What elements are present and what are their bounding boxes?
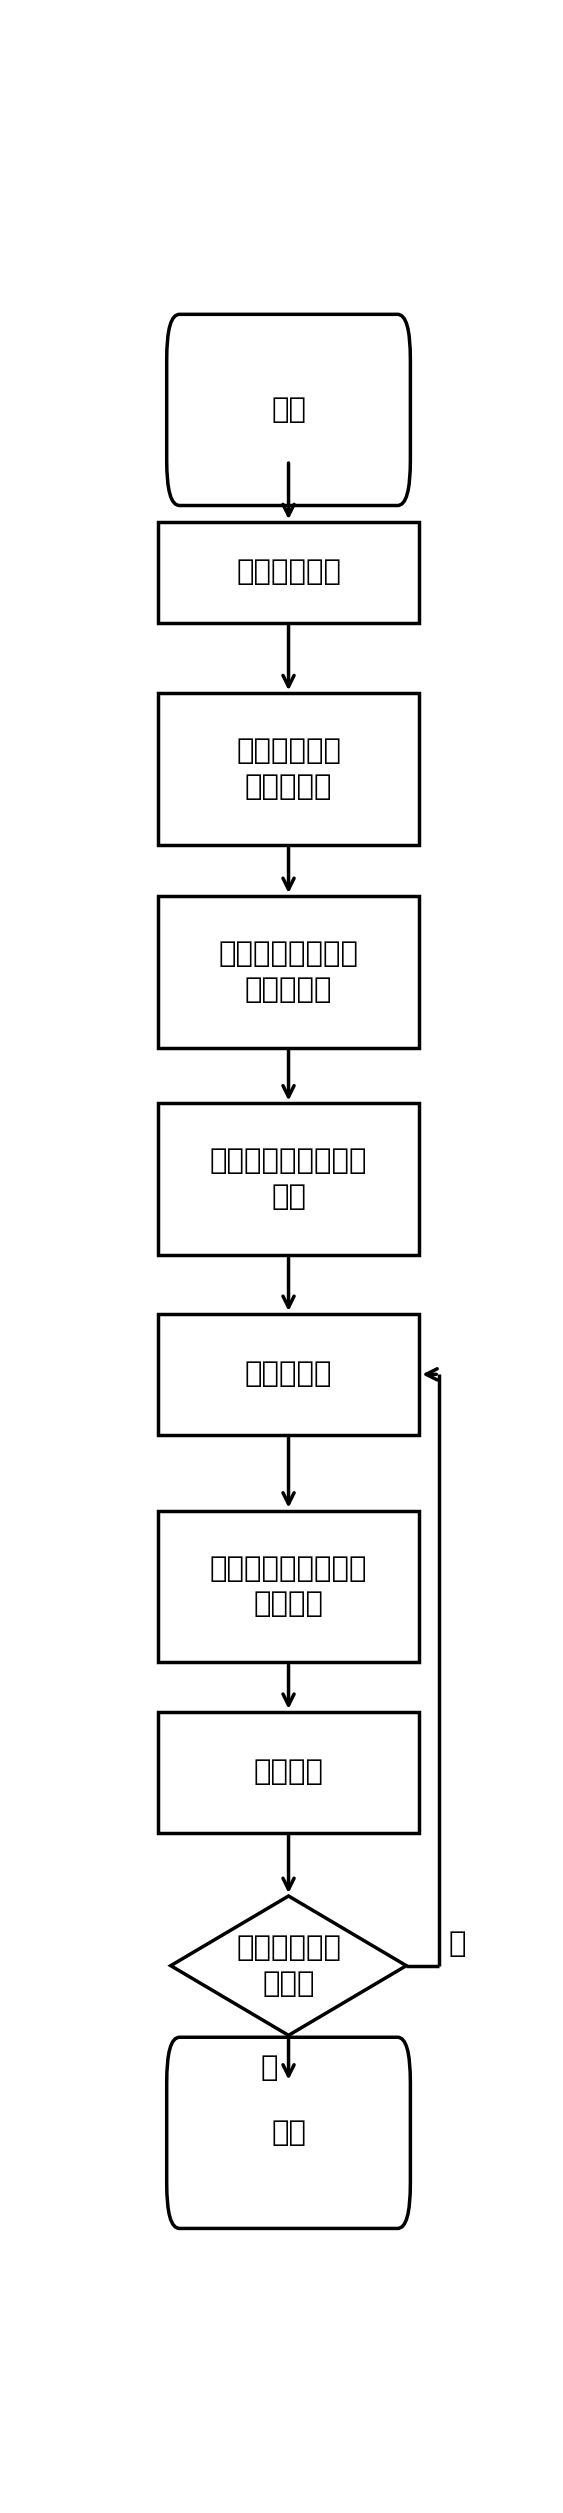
Bar	[158, 694, 419, 844]
Bar	[158, 1314, 419, 1435]
Text: 是否有新数据
输入？: 是否有新数据 输入？	[236, 1935, 341, 1998]
Bar	[158, 523, 419, 623]
Bar	[158, 897, 419, 1048]
Polygon shape	[171, 1895, 406, 2036]
Text: 建立激光雷达
的量测模型: 建立激光雷达 的量测模型	[236, 736, 341, 802]
Bar	[158, 1711, 419, 1832]
Text: 否: 否	[260, 2053, 278, 2081]
Text: 地图更新: 地图更新	[253, 1759, 324, 1787]
Text: 分布式扩展卡尔曼滤
波器滤波: 分布式扩展卡尔曼滤 波器滤波	[210, 1556, 367, 1618]
FancyBboxPatch shape	[167, 2038, 410, 2229]
Text: 建立偏振光传感器
的量测模型: 建立偏振光传感器 的量测模型	[218, 940, 359, 1003]
Text: 路标点匹配: 路标点匹配	[245, 1360, 332, 1387]
Bar	[158, 1510, 419, 1661]
Text: 系统初始化、地图初
始化: 系统初始化、地图初 始化	[210, 1148, 367, 1211]
FancyBboxPatch shape	[167, 314, 410, 505]
Text: 是: 是	[449, 1930, 466, 1958]
Bar	[158, 1103, 419, 1254]
Text: 结束: 结束	[271, 2118, 306, 2146]
Text: 开始: 开始	[271, 397, 306, 425]
Text: 建立状态模型: 建立状态模型	[236, 558, 341, 586]
